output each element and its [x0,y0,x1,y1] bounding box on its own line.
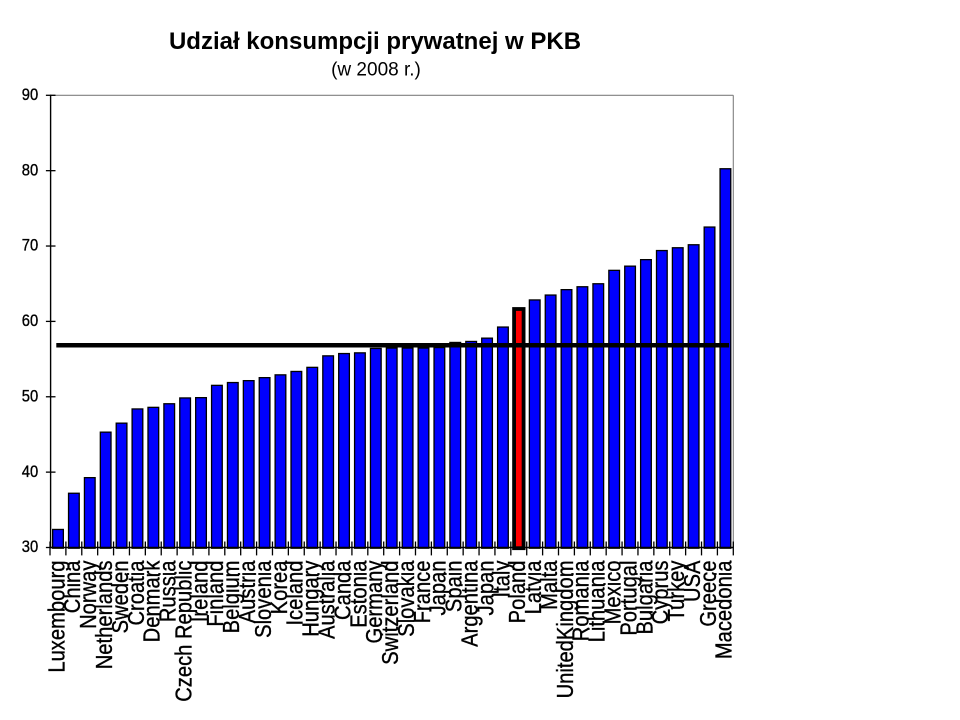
svg-text:Norway: Norway [75,560,102,629]
svg-text:Canda: Canda [329,560,356,620]
svg-text:Hungary: Hungary [297,560,324,636]
svg-text:40: 40 [22,463,39,481]
svg-text:Belgium: Belgium [218,561,245,634]
svg-text:Cyprus: Cyprus [647,560,674,624]
svg-text:Germany: Germany [361,560,388,643]
svg-text:Spain: Spain [440,561,467,613]
svg-text:USA: USA [679,560,706,602]
svg-text:Argentina: Argentina [456,560,483,647]
svg-text:Portugal: Portugal [615,560,642,635]
svg-text:China: China [59,560,86,614]
svg-text:60: 60 [22,312,39,330]
svg-text:90: 90 [22,86,39,104]
svg-text:Malta: Malta [536,560,563,610]
svg-text:Ireland: Ireland [186,561,213,623]
svg-text:UnitedKingdom: UnitedKingdom [552,560,579,698]
svg-text:Luxembourg: Luxembourg [43,561,70,673]
svg-text:30: 30 [22,538,39,556]
svg-text:50: 50 [22,388,39,406]
svg-text:Romania: Romania [567,560,594,642]
svg-text:Sweden: Sweden [107,561,134,634]
svg-text:Iceland: Iceland [281,561,308,626]
svg-text:Russia: Russia [154,560,181,623]
svg-text:Lithuania: Lithuania [583,560,610,643]
svg-text:France: France [409,561,436,624]
svg-text:Croatia: Croatia [123,560,150,626]
svg-text:Greece: Greece [695,561,722,627]
svg-text:Slovenia: Slovenia [250,560,277,638]
svg-text:(w 2008 r.): (w 2008 r.) [331,60,421,81]
svg-text:Australia: Australia [313,560,340,639]
svg-text:Turkey: Turkey [663,560,690,621]
svg-text:Netherlands: Netherlands [91,560,118,669]
svg-text:Latvia: Latvia [520,560,547,615]
svg-text:Macedonia: Macedonia [710,560,737,660]
svg-text:Estonia: Estonia [345,560,372,628]
svg-text:Denmark: Denmark [138,560,165,642]
svg-text:Finland: Finland [202,561,229,627]
svg-text:Slovakia: Slovakia [393,560,420,637]
svg-text:Bulgaria: Bulgaria [631,560,658,635]
svg-text:Austria: Austria [234,560,261,624]
svg-text:80: 80 [22,161,39,179]
svg-text:Italy: Italy [488,560,515,597]
svg-text:Switzerland: Switzerland [377,561,404,665]
svg-text:Korea: Korea [266,560,293,615]
svg-text:Udział konsumpcji prywatnej w: Udział konsumpcji prywatnej w PKB [169,28,581,55]
svg-text:Japan: Japan [472,561,499,616]
svg-text:Japan: Japan [424,561,451,616]
svg-text:Poland: Poland [504,561,531,624]
svg-text:Czech Republic: Czech Republic [170,560,197,701]
svg-text:70: 70 [22,237,39,255]
svg-text:Mexico: Mexico [599,560,626,624]
